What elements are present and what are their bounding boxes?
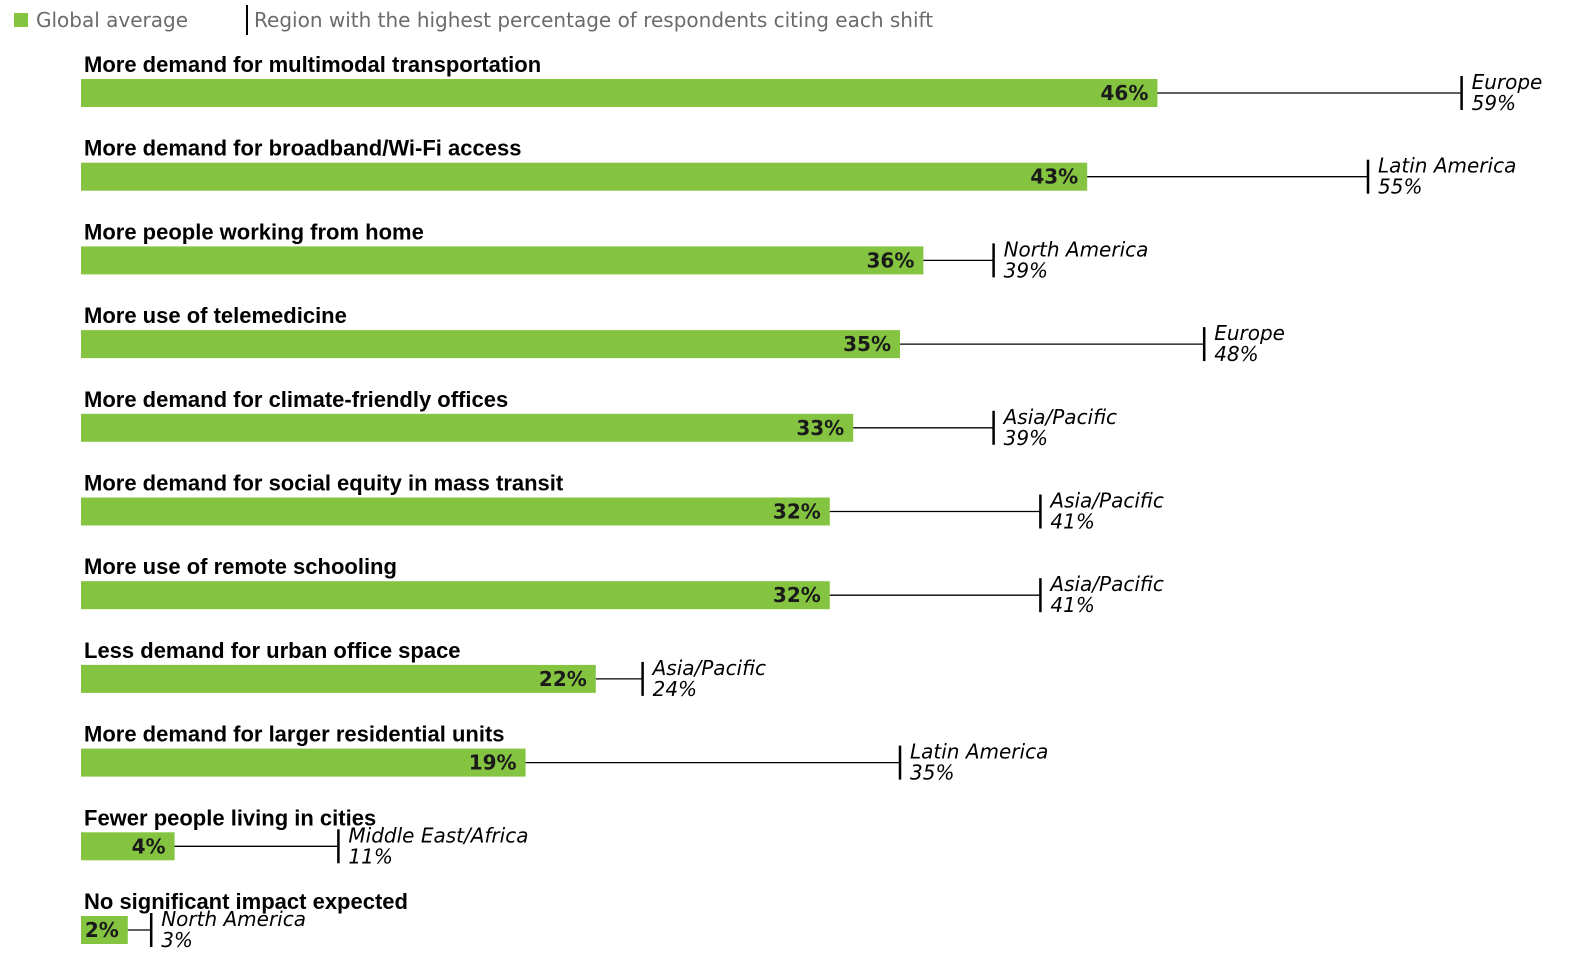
category-label: More people working from home — [84, 219, 424, 244]
region-value-label: 59% — [1472, 91, 1516, 115]
region-value-label: 39% — [1004, 258, 1048, 282]
category-row: More use of remote schooling 32% Asia/Paci… — [81, 554, 1164, 617]
category-row: No significant impact expected 2% North Am… — [81, 889, 408, 952]
global-average-value-label: 35% — [843, 332, 891, 356]
region-value-label: 3% — [161, 928, 193, 952]
global-average-value-label: 43% — [1030, 165, 1078, 189]
region-name-label: Latin America — [910, 740, 1048, 764]
region-name-label: Europe — [1214, 321, 1285, 345]
category-row: More demand for multimodal transportatio… — [81, 52, 1542, 115]
global-average-value-label: 4% — [132, 834, 166, 858]
category-row: More people working from home 36% North Am… — [81, 219, 1148, 282]
category-row: More demand for larger residential units… — [81, 722, 1048, 785]
global-average-value-label: 46% — [1101, 81, 1149, 105]
legend-region-label: Region with the highest percentage of re… — [254, 8, 934, 32]
category-label: Less demand for urban office space — [84, 638, 461, 663]
category-row: Less demand for urban office space 22% Asi… — [81, 638, 766, 701]
global-average-bar — [81, 664, 596, 693]
global-average-value-label: 33% — [796, 416, 844, 440]
region-name-label: Latin America — [1378, 154, 1516, 178]
global-average-value-label: 32% — [773, 583, 821, 607]
global-average-value-label: 22% — [539, 667, 587, 691]
category-label: Fewer people living in cities — [84, 805, 376, 830]
region-value-label: 11% — [348, 844, 392, 868]
category-label: More use of telemedicine — [84, 303, 347, 328]
global-average-bar — [81, 748, 526, 777]
global-average-bar — [81, 330, 900, 359]
global-average-value-label: 32% — [773, 500, 821, 524]
category-label: No significant impact expected — [84, 889, 408, 914]
region-value-label: 48% — [1214, 342, 1258, 366]
category-label: More demand for larger residential units — [84, 722, 505, 747]
category-label: More use of remote schooling — [84, 554, 397, 579]
region-name-label: Asia/Pacific — [651, 656, 766, 680]
region-value-label: 41% — [1050, 593, 1094, 617]
global-average-bar — [81, 497, 830, 526]
region-value-label: 39% — [1004, 426, 1048, 450]
category-row: More demand for broadband/Wi-Fi access 43… — [81, 136, 1516, 199]
region-name-label: Asia/Pacific — [1002, 405, 1117, 429]
global-average-value-label: 36% — [867, 248, 915, 272]
region-name-label: Europe — [1472, 70, 1543, 94]
region-name-label: Asia/Pacific — [1048, 489, 1163, 513]
region-name-label: North America — [161, 907, 306, 931]
global-average-bar — [81, 79, 1158, 107]
global-average-bar — [81, 581, 830, 610]
category-row: More demand for social equity in mass tr… — [81, 471, 1164, 534]
region-name-label: North America — [1004, 237, 1149, 261]
global-average-bar — [81, 162, 1088, 191]
region-name-label: Asia/Pacific — [1048, 572, 1163, 596]
region-value-label: 41% — [1050, 510, 1094, 534]
legend-region-marker — [246, 5, 249, 35]
global-average-bar — [81, 916, 128, 944]
global-average-bar — [81, 246, 924, 275]
global-average-value-label: 19% — [469, 751, 517, 775]
region-value-label: 24% — [653, 677, 697, 701]
category-row: Fewer people living in cities 4% Middle Ea… — [81, 805, 528, 868]
region-name-label: Middle East/Africa — [348, 823, 528, 847]
category-label: More demand for climate-friendly offices — [84, 387, 508, 412]
legend: Global average Region with the highest p… — [14, 5, 934, 35]
region-value-label: 55% — [1378, 175, 1422, 199]
legend-global-label: Global average — [36, 8, 189, 32]
global-average-bar — [81, 413, 854, 442]
category-row: More demand for climate-friendly offices… — [81, 387, 1117, 450]
region-value-label: 35% — [910, 761, 954, 785]
global-average-value-label: 2% — [85, 918, 119, 942]
global-average-bar — [81, 832, 175, 861]
category-label: More demand for broadband/Wi-Fi access — [84, 136, 521, 161]
legend-global-swatch — [14, 13, 28, 27]
category-label: More demand for social equity in mass tr… — [84, 471, 564, 496]
category-label: More demand for multimodal transportatio… — [84, 52, 541, 77]
